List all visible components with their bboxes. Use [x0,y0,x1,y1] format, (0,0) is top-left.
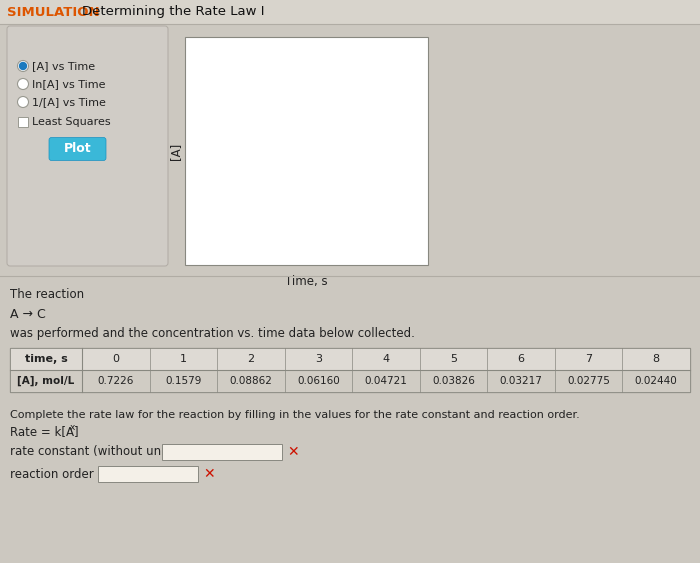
Text: 2: 2 [247,354,255,364]
Circle shape [18,60,29,72]
Text: Complete the rate law for the reaction by filling in the values for the rate con: Complete the rate law for the reaction b… [10,410,580,420]
Text: 0.1579: 0.1579 [165,376,202,386]
Text: rate constant (without units) =: rate constant (without units) = [10,445,194,458]
Circle shape [18,78,29,90]
Circle shape [18,96,29,108]
Text: Plot: Plot [64,142,91,155]
Text: 0.06160: 0.06160 [297,376,340,386]
Bar [0,0,700,24]
Text: [A] vs Time: [A] vs Time [32,61,95,71]
Text: 8: 8 [652,354,660,364]
Text: 0.08862: 0.08862 [230,376,272,386]
Text: ✕: ✕ [203,467,215,481]
Text: 0.02775: 0.02775 [567,376,610,386]
Bar [10,348,690,370]
Text: SIMULATION: SIMULATION [7,6,99,19]
Bar [98,466,198,482]
Text: A → C: A → C [10,307,46,320]
Text: [A]: [A] [169,142,183,160]
Text: 3: 3 [315,354,322,364]
Text: 0: 0 [112,354,119,364]
Text: reaction order =: reaction order = [10,467,107,480]
Text: x: x [70,423,76,432]
Text: 0.02440: 0.02440 [635,376,678,386]
Text: 7: 7 [585,354,592,364]
Text: In[A] vs Time: In[A] vs Time [32,79,106,89]
Text: 0.03826: 0.03826 [432,376,475,386]
Bar [0,24,700,276]
FancyBboxPatch shape [49,137,106,160]
Text: 0.03217: 0.03217 [500,376,542,386]
Text: time, s: time, s [25,354,67,364]
Text: 5: 5 [450,354,457,364]
Bar [18,117,28,127]
FancyBboxPatch shape [7,26,168,266]
Text: Least Squares: Least Squares [32,117,111,127]
Bar [0,276,700,563]
Bar [10,370,690,392]
Text: ✕: ✕ [287,445,299,459]
Text: Determining the Rate Law I: Determining the Rate Law I [82,6,265,19]
Text: was performed and the concentration vs. time data below collected.: was performed and the concentration vs. … [10,328,415,341]
Text: Time, s: Time, s [285,275,328,288]
Bar [162,444,282,460]
Bar [185,37,428,265]
Text: The reaction: The reaction [10,288,84,301]
Text: 6: 6 [517,354,524,364]
Bar [10,348,690,392]
Text: 1/[A] vs Time: 1/[A] vs Time [32,97,106,107]
Text: 0.04721: 0.04721 [365,376,407,386]
Text: Rate = k[A]: Rate = k[A] [10,426,78,439]
Text: [A], mol/L: [A], mol/L [18,376,75,386]
Text: 4: 4 [382,354,390,364]
Text: 1: 1 [180,354,187,364]
Circle shape [20,62,27,69]
Text: 0.7226: 0.7226 [97,376,134,386]
